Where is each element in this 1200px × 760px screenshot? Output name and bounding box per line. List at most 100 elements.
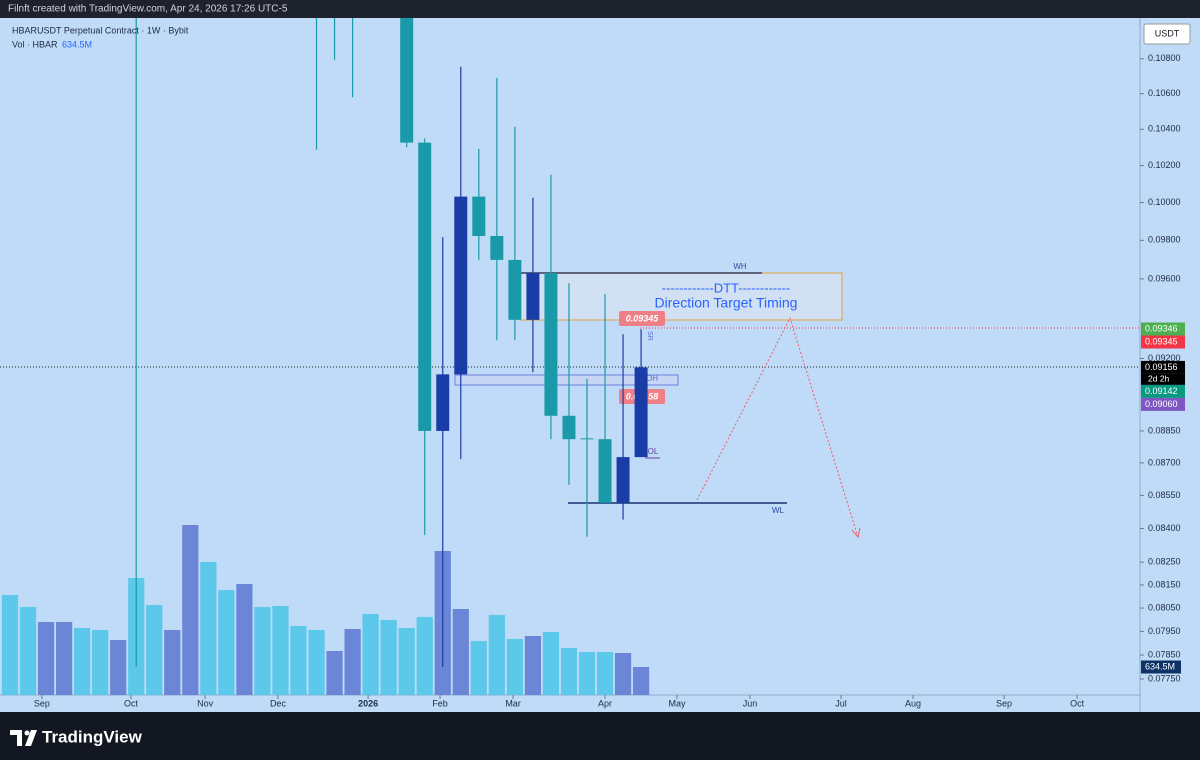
volume-bar <box>398 628 415 695</box>
annotation-layer: WH WL OH OL SR ------------DTT----------… <box>0 262 1140 539</box>
volume-bar <box>110 640 127 695</box>
candle-body <box>616 457 630 503</box>
ol-label: OL <box>648 447 659 456</box>
x-tick-label: Feb <box>432 698 448 708</box>
price-badge <box>1141 360 1185 374</box>
volume-legend: Vol · HBAR <box>12 39 58 49</box>
oh-label: OH <box>646 374 658 383</box>
volume-bar <box>146 605 163 695</box>
volume-bar <box>182 525 199 695</box>
volume-bar <box>416 616 433 695</box>
price-badge-label: 0.09060 <box>1145 399 1178 409</box>
price-tag <box>619 311 665 326</box>
volume-bar <box>362 614 379 695</box>
volume-bar <box>1 595 19 695</box>
y-tick-label: 0.09800 <box>1148 235 1181 245</box>
x-tick-label: Jul <box>835 698 847 708</box>
volume-bar <box>37 622 55 695</box>
y-tick-label: 0.08250 <box>1148 557 1181 567</box>
y-tick-label: 0.10600 <box>1148 88 1181 98</box>
dtt-box <box>519 272 843 321</box>
candle-body <box>400 18 414 143</box>
header-title: Filnft created with TradingView.com, Apr… <box>8 4 288 15</box>
y-tick-label: 0.09200 <box>1148 353 1181 363</box>
volume-bar <box>560 648 578 695</box>
currency-label: USDT <box>1155 28 1180 38</box>
price-badge-label: 0.09346 <box>1145 323 1178 333</box>
volume-bar <box>254 607 271 695</box>
volume-bar <box>272 605 289 695</box>
x-tick-label: Aug <box>905 698 921 708</box>
candle-body <box>508 259 522 320</box>
dtt-title: ------------DTT------------ <box>662 280 790 295</box>
x-tick-label: Jun <box>743 698 758 708</box>
volume-bar <box>308 629 325 695</box>
y-tick-label: 0.10200 <box>1148 160 1181 170</box>
candle-body <box>472 196 486 236</box>
y-tick-label: 0.10800 <box>1148 53 1181 63</box>
volume-bar <box>344 628 361 695</box>
x-tick-label: May <box>668 698 686 708</box>
symbol-legend: HBARUSDT Perpetual Contract · 1W · Bybit <box>12 25 189 35</box>
volume-bar <box>542 631 560 695</box>
sr-label: SR <box>646 331 653 341</box>
candle-body <box>634 367 648 458</box>
y-tick-label: 0.10000 <box>1148 197 1181 207</box>
y-tick-label: 0.08050 <box>1148 602 1181 612</box>
volume-bar <box>632 666 650 695</box>
volume-badge <box>1141 660 1181 674</box>
y-tick-label: 0.07950 <box>1148 626 1181 636</box>
volume-bar <box>614 652 632 695</box>
x-tick-label: Sep <box>996 698 1012 708</box>
volume-bar <box>506 638 523 695</box>
volume-bar <box>470 640 487 695</box>
price-badge <box>1141 384 1185 398</box>
volume-bar <box>596 652 614 695</box>
candle-body <box>454 196 468 375</box>
volume-bar <box>236 584 253 695</box>
volume-bar <box>524 635 542 695</box>
candle-body <box>526 273 540 320</box>
wh-label: WH <box>733 262 747 271</box>
footer <box>0 712 1200 760</box>
candle-body <box>436 374 450 431</box>
y-tick-label: 0.09600 <box>1148 273 1181 283</box>
volume-bar <box>19 607 37 695</box>
candle-body <box>544 273 558 416</box>
volume-bar <box>55 622 73 695</box>
x-tick-label: Nov <box>197 698 214 708</box>
projection-path <box>696 316 859 538</box>
y-tick-label: 0.08550 <box>1148 490 1181 500</box>
currency-button[interactable] <box>1143 23 1191 45</box>
candle-body <box>418 142 432 431</box>
countdown-badge <box>1141 373 1185 385</box>
x-tick-label: 2026 <box>358 698 378 708</box>
wl-label: WL <box>772 506 785 515</box>
countdown-label: 2d 2h <box>1148 374 1170 384</box>
x-tick-label: Oct <box>124 698 139 708</box>
price-tag-text: 0.09345 <box>626 313 660 323</box>
candle-body <box>562 415 576 440</box>
price-badge <box>1141 335 1185 349</box>
y-tick-label: 0.08850 <box>1148 425 1181 435</box>
volume-bar <box>488 614 505 695</box>
price-badge-label: 0.09156 <box>1145 362 1178 372</box>
candle-layer <box>135 18 648 667</box>
x-tick-label: Sep <box>34 698 50 708</box>
candle-body <box>580 438 594 440</box>
volume-bar <box>290 625 307 695</box>
y-tick-label: 0.08400 <box>1148 523 1181 533</box>
oh-box <box>454 374 679 386</box>
top-bar <box>0 0 1200 18</box>
volume-bar <box>200 561 217 695</box>
y-tick-label: 0.08700 <box>1148 457 1181 467</box>
volume-bar <box>326 651 343 695</box>
logo-icon <box>10 730 37 746</box>
volume-legend-value: 634.5M <box>62 39 92 49</box>
y-tick-label: 0.10400 <box>1148 124 1181 134</box>
candle-body <box>598 439 612 503</box>
volume-bar <box>164 629 181 695</box>
x-tick-label: Oct <box>1070 698 1085 708</box>
volume-bar <box>218 590 235 695</box>
